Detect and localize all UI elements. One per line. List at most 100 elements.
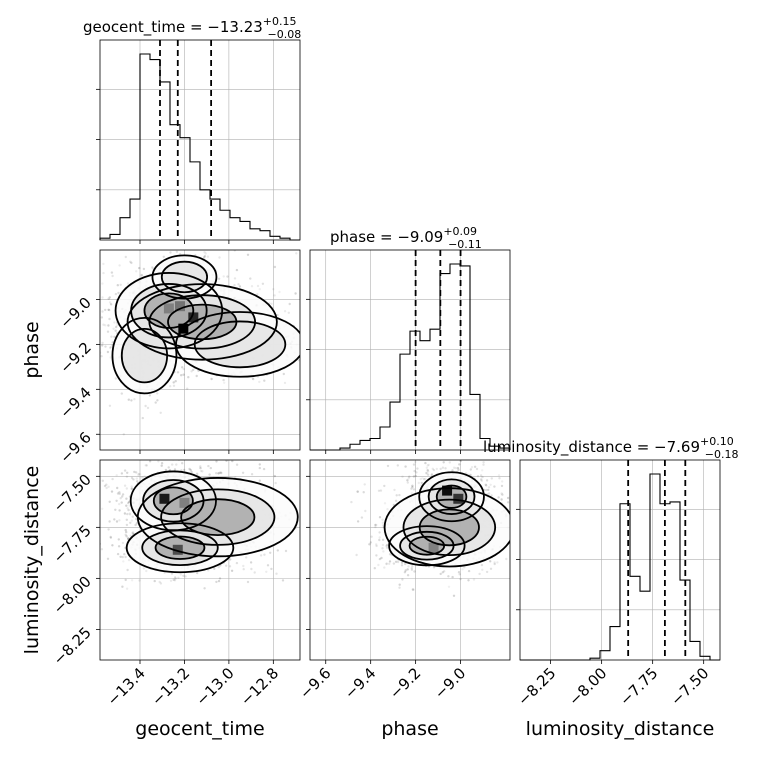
scatter-point	[130, 519, 134, 522]
scatter-point	[160, 464, 163, 467]
scatter-point	[114, 377, 118, 380]
scatter-point	[374, 523, 377, 527]
scatter-point	[263, 379, 266, 382]
scatter-point	[470, 466, 474, 469]
scatter-point	[174, 577, 177, 580]
scatter-point	[467, 569, 471, 573]
scatter-point	[463, 453, 465, 455]
scatter-point	[188, 467, 191, 471]
scatter-point	[480, 563, 484, 567]
scatter-point	[485, 570, 489, 574]
scatter-point	[501, 480, 504, 483]
scatter-point	[225, 460, 228, 462]
ytick-label-phase: −9.4	[56, 383, 94, 421]
scatter-point	[145, 569, 148, 573]
scatter-point	[396, 464, 399, 467]
density-cell	[179, 497, 190, 508]
scatter-point	[350, 500, 353, 504]
scatter-point	[482, 463, 485, 466]
scatter-point	[218, 256, 221, 259]
scatter-point	[101, 507, 104, 510]
scatter-point	[404, 569, 407, 572]
title-phase-main: phase = −9.09	[330, 228, 443, 246]
scatter-point	[233, 284, 236, 287]
scatter-point	[341, 347, 343, 349]
xtick-label-luminosity-distance: −7.75	[616, 664, 661, 709]
scatter-point	[363, 483, 366, 486]
scatter-point	[175, 463, 178, 466]
scatter-point	[427, 463, 430, 467]
scatter-point	[199, 465, 202, 468]
title-luminosity-distance-minus: −0.18	[705, 448, 739, 461]
scatter-point	[356, 490, 359, 493]
scatter-point	[413, 570, 416, 573]
contour-line	[126, 283, 278, 361]
scatter-point	[386, 508, 389, 511]
scatter-point	[489, 483, 492, 486]
scatter-point	[124, 533, 127, 536]
scatter-point	[458, 573, 461, 576]
scatter-point	[153, 579, 156, 583]
scatter-point	[266, 564, 270, 567]
scatter-point	[273, 294, 276, 297]
scatter-point	[308, 328, 310, 330]
scatter-point	[127, 398, 130, 401]
scatter-point	[101, 310, 104, 313]
scatter-point	[381, 538, 385, 541]
scatter-point	[443, 570, 446, 573]
scatter-point	[235, 561, 239, 565]
xlabel-luminosity-distance: luminosity_distance	[526, 718, 715, 740]
xlabel-geocent-time: geocent_time	[135, 718, 264, 740]
scatter-point	[301, 509, 303, 511]
scatter-point	[126, 282, 130, 285]
scatter-point	[174, 457, 176, 459]
scatter-point	[191, 231, 193, 233]
scatter-point	[256, 284, 260, 288]
scatter-point	[375, 523, 378, 527]
scatter-point	[305, 530, 307, 532]
scatter-point	[485, 488, 488, 492]
scatter-point	[417, 481, 420, 485]
scatter-point	[123, 553, 126, 556]
scatter-point	[330, 522, 332, 524]
density-cell	[442, 485, 453, 496]
scatter-point	[118, 491, 121, 494]
scatter-point	[114, 508, 117, 511]
scatter-point	[381, 521, 384, 524]
scatter-point	[311, 367, 313, 369]
scatter-point	[119, 283, 122, 286]
scatter-point	[203, 251, 206, 254]
scatter-point	[138, 579, 141, 582]
scatter-point	[95, 384, 97, 386]
scatter-point	[215, 472, 218, 475]
scatter-point	[304, 503, 306, 505]
scatter-point	[413, 469, 416, 473]
scatter-point	[425, 471, 428, 474]
scatter-point	[108, 308, 111, 312]
scatter-point	[426, 469, 429, 472]
scatter-point	[485, 479, 489, 482]
scatter-point	[135, 522, 139, 525]
scatter-point	[269, 551, 272, 554]
scatter-point	[169, 579, 173, 582]
scatter-point	[306, 513, 308, 515]
scatter-point	[134, 523, 137, 527]
scatter-point	[249, 277, 252, 280]
scatter-point	[233, 277, 237, 280]
scatter-point	[515, 530, 517, 532]
scatter-point	[496, 561, 499, 564]
scatter-point	[109, 356, 112, 359]
scatter-point	[87, 283, 89, 285]
scatter-point	[204, 246, 206, 248]
scatter-point	[148, 457, 150, 459]
scatter-point	[398, 493, 401, 497]
scatter-point	[319, 537, 321, 539]
xtick-label-geocent-time: −13.0	[192, 664, 237, 709]
title-phase-plus: +0.09	[443, 225, 477, 238]
pair-panel-phase-vs-luminosity-distance: −9.6 −9.4 −9.2 −9.0	[296, 453, 517, 703]
scatter-point	[378, 516, 382, 519]
scatter-point	[173, 579, 177, 582]
scatter-point	[314, 282, 316, 284]
hist-panel-geocent-time	[96, 39, 301, 244]
